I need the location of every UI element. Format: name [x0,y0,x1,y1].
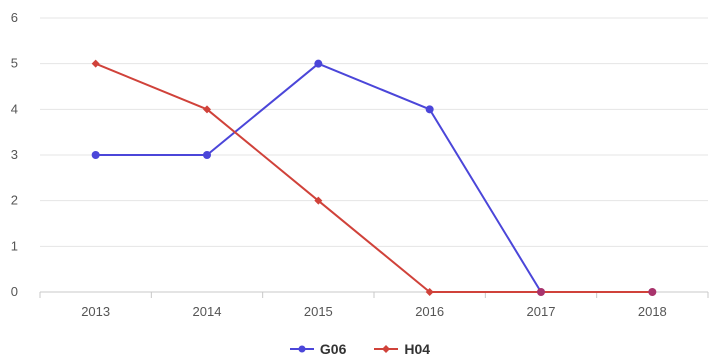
y-tick-label-4: 4 [11,101,18,116]
x-tick-label-2014: 2014 [193,304,222,319]
x-tick-label-2013: 2013 [81,304,110,319]
x-tick-label-2017: 2017 [527,304,556,319]
x-tick-label-2018: 2018 [638,304,667,319]
point-h04-2018[interactable] [648,288,657,296]
legend-item-h04[interactable]: H04 [374,341,430,357]
grid-layer [40,17,708,247]
legend-swatch-g06 [289,345,314,353]
legend-swatch-h04 [374,345,399,353]
x-tick-label-2015: 2015 [304,304,333,319]
point-h04-2013[interactable] [91,59,100,68]
marker-layer [91,59,657,296]
point-g06-2016[interactable] [425,105,434,114]
series-layer [95,62,653,293]
y-tick-label-3: 3 [11,147,18,162]
point-h04-2015[interactable] [314,196,323,205]
point-g06-2013[interactable] [91,151,100,159]
point-g06-2015[interactable] [314,59,323,68]
legend-label-g06: G06 [319,341,347,357]
legend-label-h04: H04 [404,341,431,357]
y-tick-label-1: 1 [11,238,18,253]
axis-layer: 0 1 2 3 4 5 6 2013 2014 2015 2016 2017 2018 [11,10,709,319]
y-tick-label-6: 6 [11,10,18,25]
point-h04-2016[interactable] [425,288,434,296]
legend-item-g06[interactable]: G06 [289,341,347,357]
y-tick-label-2: 2 [11,193,18,208]
point-h04-2017[interactable] [537,288,545,296]
point-g06-2014[interactable] [203,151,211,159]
y-tick-label-0: 0 [11,284,18,299]
chart-legend: G06 H04 [0,336,720,362]
y-tick-label-5: 5 [11,56,18,71]
point-h04-2014[interactable] [203,105,211,114]
series-line-h04 [95,62,653,293]
x-tick-label-2016: 2016 [415,304,444,319]
